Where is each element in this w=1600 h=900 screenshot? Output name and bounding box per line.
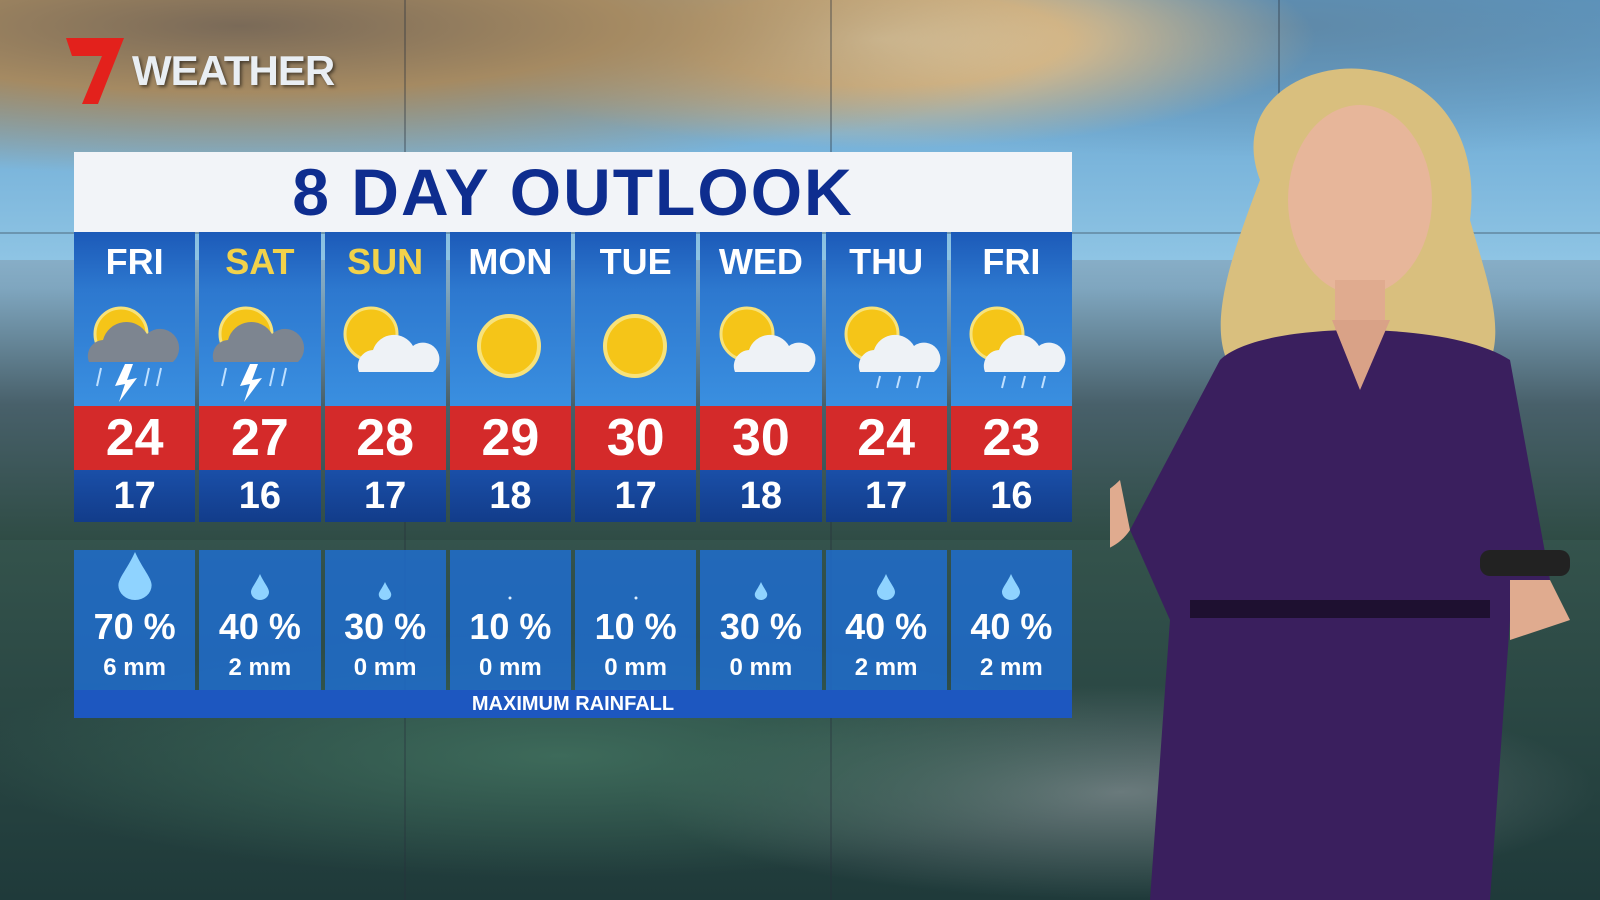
max-temperature: 24 bbox=[74, 406, 196, 470]
rain-cell: 40 % 2 mm bbox=[825, 550, 947, 690]
rain-amount: 0 mm bbox=[479, 654, 542, 681]
rain-amount: 2 mm bbox=[980, 654, 1043, 681]
rain-chance: 30 % bbox=[719, 606, 802, 647]
forecast-grid: FRI 24 17 70 % 6 mm SAT 27 16 40 % 2 mm SUN 28 17 30 … bbox=[74, 232, 1072, 690]
max-rainfall-label: MAXIMUM RAINFALL bbox=[74, 690, 1072, 718]
day-label: SAT bbox=[199, 232, 321, 290]
sun-cloud-icon bbox=[324, 290, 446, 406]
raindrop-icon bbox=[378, 550, 392, 600]
sun-cloud-icon bbox=[700, 290, 822, 406]
min-temperature: 18 bbox=[449, 470, 571, 522]
rain-chance: 10 % bbox=[594, 606, 677, 647]
sun-cloud-showers-icon bbox=[825, 290, 947, 406]
day-label: MON bbox=[449, 232, 571, 290]
day-label: FRI bbox=[74, 232, 196, 290]
sun-cloud-storm-icon bbox=[199, 290, 321, 406]
raindrop-icon bbox=[876, 550, 896, 600]
day-label: THU bbox=[825, 232, 947, 290]
forecast-day-column: WED 30 18 30 % 0 mm bbox=[700, 232, 822, 690]
rain-cell: 10 % 0 mm bbox=[575, 550, 697, 690]
rain-cell: 40 % 2 mm bbox=[199, 550, 321, 690]
min-temperature: 18 bbox=[700, 470, 822, 522]
sun-cloud-showers-icon bbox=[950, 290, 1072, 406]
title-bar: 8 DAY OUTLOOK bbox=[74, 152, 1072, 232]
raindrop-icon bbox=[508, 550, 512, 600]
rain-cell: 40 % 2 mm bbox=[950, 550, 1072, 690]
raindrop-icon bbox=[634, 550, 638, 600]
min-temperature: 16 bbox=[950, 470, 1072, 522]
rain-cell: 30 % 0 mm bbox=[700, 550, 822, 690]
rain-amount: 2 mm bbox=[854, 654, 918, 681]
logo-text: WEATHER bbox=[132, 47, 335, 94]
min-temperature: 17 bbox=[825, 470, 947, 522]
raindrop-icon bbox=[754, 550, 768, 600]
max-temperature: 28 bbox=[324, 406, 446, 470]
max-temperature: 30 bbox=[700, 406, 822, 470]
max-temperature: 29 bbox=[449, 406, 571, 470]
raindrop-icon bbox=[1001, 550, 1021, 600]
sun-icon bbox=[575, 290, 697, 406]
forecast-day-column: FRI 23 16 40 % 2 mm bbox=[950, 232, 1072, 690]
forecast-day-column: SUN 28 17 30 % 0 mm bbox=[324, 232, 446, 690]
day-label: FRI bbox=[950, 232, 1072, 290]
max-temperature: 30 bbox=[575, 406, 697, 470]
rain-cell: 30 % 0 mm bbox=[324, 550, 446, 690]
forecast-day-column: FRI 24 17 70 % 6 mm bbox=[74, 232, 196, 690]
day-label: SUN bbox=[324, 232, 446, 290]
forecast-day-column: TUE 30 17 10 % 0 mm bbox=[575, 232, 697, 690]
min-temperature: 17 bbox=[74, 470, 196, 522]
forecast-day-column: MON 29 18 10 % 0 mm bbox=[449, 232, 571, 690]
min-temperature: 17 bbox=[575, 470, 697, 522]
panel-title: 8 DAY OUTLOOK bbox=[292, 155, 854, 229]
rain-amount: 0 mm bbox=[729, 654, 793, 681]
presenter bbox=[1110, 68, 1570, 900]
raindrop-icon bbox=[250, 550, 270, 600]
min-temperature: 17 bbox=[324, 470, 446, 522]
rain-cell: 70 % 6 mm bbox=[74, 550, 196, 690]
forecast-day-column: SAT 27 16 40 % 2 mm bbox=[199, 232, 321, 690]
forecast-panel: 8 DAY OUTLOOK FRI 24 17 70 % 6 mm SAT 27 16 40 %… bbox=[74, 152, 1072, 718]
rain-amount: 6 mm bbox=[103, 654, 166, 681]
day-label: TUE bbox=[575, 232, 697, 290]
rain-chance: 40 % bbox=[845, 606, 928, 647]
sun-cloud-storm-icon bbox=[74, 290, 196, 406]
raindrop-icon bbox=[115, 550, 155, 600]
rain-chance: 40 % bbox=[970, 606, 1053, 647]
min-temperature: 16 bbox=[199, 470, 321, 522]
rain-amount: 2 mm bbox=[228, 654, 292, 681]
seven-logo-icon bbox=[66, 38, 124, 104]
max-temperature: 24 bbox=[825, 406, 947, 470]
rain-chance: 10 % bbox=[469, 606, 552, 647]
day-label: WED bbox=[700, 232, 822, 290]
max-temperature: 27 bbox=[199, 406, 321, 470]
rain-chance: 40 % bbox=[218, 606, 301, 647]
rain-amount: 0 mm bbox=[604, 654, 667, 681]
rain-cell: 10 % 0 mm bbox=[449, 550, 571, 690]
max-temperature: 23 bbox=[950, 406, 1072, 470]
seven-weather-logo: WEATHER bbox=[64, 36, 335, 106]
rain-chance: 30 % bbox=[344, 606, 427, 647]
sun-icon bbox=[449, 290, 571, 406]
rain-chance: 70 % bbox=[93, 606, 176, 647]
rain-amount: 0 mm bbox=[353, 654, 417, 681]
forecast-day-column: THU 24 17 40 % 2 mm bbox=[825, 232, 947, 690]
